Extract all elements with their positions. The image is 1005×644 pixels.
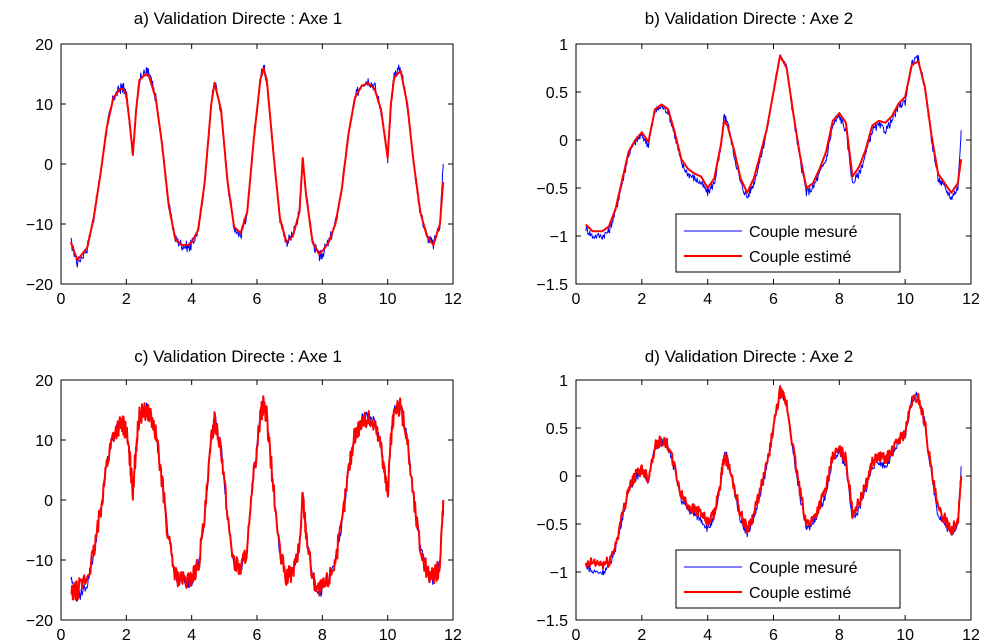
y-tick-label: −1 (550, 565, 568, 582)
y-tick-label: −1.5 (536, 277, 568, 294)
y-tick-label: 10 (35, 97, 53, 114)
y-tick-label: 0 (559, 469, 568, 486)
y-tick-label: −10 (26, 217, 53, 234)
x-tick-label: 2 (122, 291, 131, 308)
y-tick-label: 20 (35, 37, 53, 54)
x-tick-label: 8 (835, 627, 844, 644)
x-tick-label: 12 (962, 291, 980, 308)
subplot-d: d) Validation Directe : Axe 2 0 2 4 6 8 10 12−… (536, 347, 980, 644)
y-tick-label: 1 (559, 373, 568, 390)
x-tick-label: 6 (253, 627, 262, 644)
y-tick-label: −0.5 (536, 517, 568, 534)
legend-box (675, 213, 901, 273)
x-tick-label: 4 (703, 291, 712, 308)
legend-label: Couple estimé (749, 249, 851, 266)
x-tick-label: 6 (769, 291, 778, 308)
x-tick-label: 0 (572, 627, 581, 644)
series-line-estimated (585, 54, 963, 233)
x-tick-label: 2 (122, 627, 131, 644)
y-tick-label: −20 (26, 613, 53, 630)
x-tick-label: 0 (57, 627, 66, 644)
y-tick-label: −0.5 (536, 181, 568, 198)
y-tick-label: 0 (44, 493, 53, 510)
x-tick-label: 4 (187, 291, 196, 308)
y-tick-label: −1 (550, 229, 568, 246)
x-tick-label: 4 (187, 627, 196, 644)
x-tick-label: 12 (444, 627, 462, 644)
subplot-title: b) Validation Directe : Axe 2 (645, 9, 854, 28)
y-tick-label: 0.5 (546, 85, 568, 102)
y-tick-label: −10 (26, 553, 53, 570)
y-tick-label: −1.5 (536, 613, 568, 630)
subplot-b: b) Validation Directe : Axe 2 0 2 4 6 8 10 12−… (536, 9, 980, 308)
x-tick-label: 6 (253, 291, 262, 308)
x-tick-label: 10 (379, 627, 397, 644)
y-tick-label: 0.5 (546, 421, 568, 438)
subplot-title: c) Validation Directe : Axe 1 (134, 347, 342, 366)
x-tick-label: 2 (637, 627, 646, 644)
x-tick-label: 4 (703, 627, 712, 644)
x-tick-label: 0 (572, 291, 581, 308)
y-tick-label: −20 (26, 277, 53, 294)
x-tick-label: 10 (379, 291, 397, 308)
subplot-c: c) Validation Directe : Axe 1 0 2 4 6 8 10 12 −… (26, 347, 462, 644)
y-tick-label: 10 (35, 433, 53, 450)
x-tick-label: 12 (962, 627, 980, 644)
x-tick-label: 10 (896, 291, 914, 308)
y-tick-label: 0 (44, 157, 53, 174)
x-tick-label: 10 (896, 627, 914, 644)
legend-label: Couple mesuré (749, 224, 858, 241)
legend: Couple mesuré Couple estimé (675, 549, 901, 609)
subplot-a: a) Validation Directe : Axe 1 0 2 4 6 8 10 12 −… (26, 9, 462, 308)
subplot-title: d) Validation Directe : Axe 2 (645, 347, 854, 366)
legend-box (675, 549, 901, 609)
x-tick-label: 8 (835, 291, 844, 308)
x-tick-label: 6 (769, 627, 778, 644)
x-tick-label: 8 (318, 627, 327, 644)
series-line-estimated (70, 395, 445, 601)
subplot-title: a) Validation Directe : Axe 1 (134, 9, 343, 28)
series-line-estimated (69, 67, 445, 261)
x-tick-label: 12 (444, 291, 462, 308)
legend: Couple mesuré Couple estimé (675, 213, 901, 273)
x-tick-label: 2 (637, 291, 646, 308)
y-tick-label: 1 (559, 37, 568, 54)
legend-label: Couple estimé (749, 585, 851, 602)
series-line-measured (585, 388, 962, 576)
series-line-estimated (584, 385, 963, 570)
y-tick-label: 0 (559, 133, 568, 150)
legend-label: Couple mesuré (749, 560, 858, 577)
y-tick-label: 20 (35, 373, 53, 390)
x-tick-label: 8 (318, 291, 327, 308)
x-tick-label: 0 (57, 291, 66, 308)
series-line-measured (585, 54, 962, 240)
